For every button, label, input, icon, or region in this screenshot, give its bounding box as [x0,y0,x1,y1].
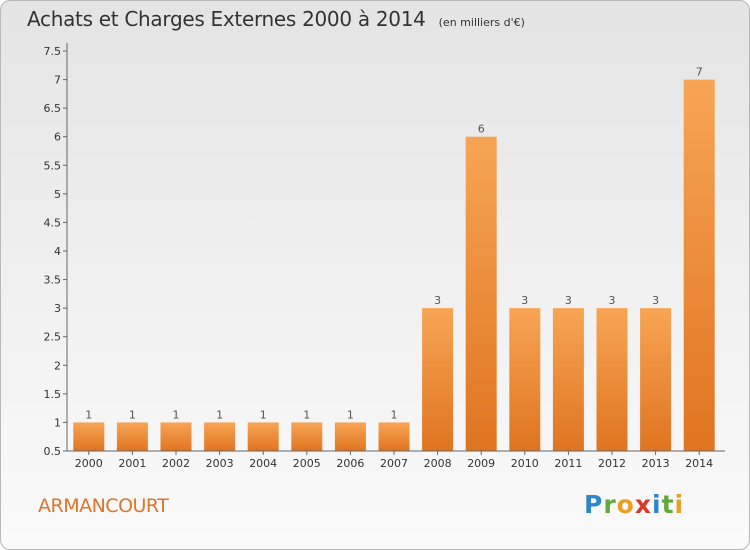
bar [378,422,410,451]
x-tick-label: 2010 [511,457,539,470]
city-name: ARMANCOURT [38,495,169,517]
y-tick-label: 4 [54,245,61,258]
y-tick-label: 6.5 [44,102,62,115]
bar [204,422,236,451]
x-tick-label: 2005 [293,457,321,470]
logo-letter: P [584,490,604,519]
bar [247,422,279,451]
data-label: 3 [652,294,659,307]
y-tick-label: 3.5 [44,274,62,287]
bar [596,308,628,451]
y-tick-label: 5 [54,188,61,201]
x-tick-label: 2003 [206,457,234,470]
logo-letter: t [661,490,675,519]
bar [465,136,497,451]
y-tick-label: 7.5 [44,45,62,58]
chart-title: Achats et Charges Externes 2000 à 2014 [27,7,426,31]
labels-layer: 2000 1 2001 1 2002 1 2003 1 2004 1 2005 1 2006 1 2007 1… [75,66,713,470]
data-label: 1 [391,408,398,421]
bar [291,422,323,451]
data-label: 3 [565,294,572,307]
logo-letter: o [616,490,635,519]
x-tick-label: 2009 [467,457,495,470]
data-label: 1 [173,408,180,421]
x-tick-label: 2002 [162,457,190,470]
y-tick-label: 0.5 [44,445,62,458]
data-label: 3 [609,294,616,307]
x-tick-label: 2006 [336,457,364,470]
bar [552,308,584,451]
bar [160,422,192,451]
data-label: 3 [434,294,441,307]
data-label: 3 [521,294,528,307]
data-label: 6 [478,123,485,136]
axis-layer: 0.5 1 1.5 2 2.5 3 3.5 4 4.5 5 5.5 6 6.5 7 7.5 [44,43,725,458]
data-label: 1 [85,408,92,421]
data-label: 1 [216,408,223,421]
x-tick-label: 2007 [380,457,408,470]
y-tick-label: 6 [54,131,61,144]
logo-letter: r [603,490,617,519]
bar [640,308,672,451]
y-tick-label: 2 [54,359,61,372]
bar [73,422,105,451]
proxiti-logo[interactable]: Proxiti [584,490,684,519]
x-tick-label: 2001 [118,457,146,470]
logo-letter: i [652,490,662,519]
x-tick-label: 2004 [249,457,277,470]
bar [509,308,541,451]
y-tick-label: 5.5 [44,159,62,172]
title-row: Achats et Charges Externes 2000 à 2014 (… [27,7,525,31]
data-label: 1 [260,408,267,421]
y-tick-label: 3 [54,302,61,315]
x-tick-label: 2014 [685,457,713,470]
x-tick-label: 2011 [554,457,582,470]
bar [334,422,366,451]
bar [422,308,454,451]
y-tick-label: 1.5 [44,388,62,401]
y-tick-label: 1 [54,416,61,429]
y-tick-label: 2.5 [44,331,62,344]
data-label: 1 [303,408,310,421]
data-label: 7 [696,66,703,79]
x-tick-label: 2000 [75,457,103,470]
bars-layer [73,79,715,452]
data-label: 1 [129,408,136,421]
chart-subtitle: (en milliers d'€) [438,16,525,29]
logo-letter: x [634,490,652,519]
y-tick-label: 4.5 [44,216,62,229]
bar [116,422,148,451]
data-label: 1 [347,408,354,421]
logo-letter: i [674,490,685,519]
y-tick-label: 7 [54,74,61,87]
x-tick-label: 2008 [424,457,452,470]
x-tick-label: 2012 [598,457,626,470]
bar [683,79,715,452]
x-tick-label: 2013 [642,457,670,470]
